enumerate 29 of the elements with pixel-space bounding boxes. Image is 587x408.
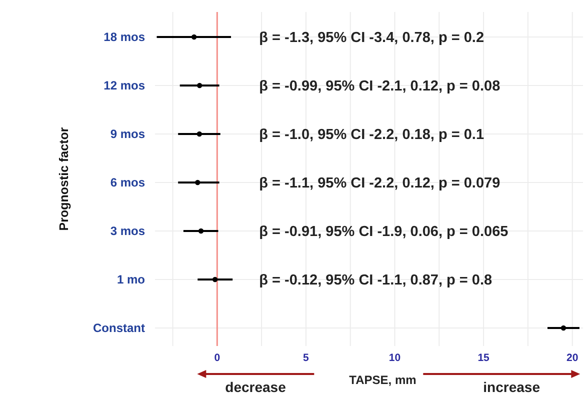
x-tick-label: 0	[214, 352, 220, 364]
y-tick-label: 9 mos	[110, 127, 146, 141]
y-tick-label: 6 mos	[110, 176, 146, 190]
y-axis-title: Prognostic factor	[57, 127, 71, 231]
y-tick-label: 1 mo	[116, 272, 145, 286]
annotation: β = -1.3, 95% CI -3.4, 0.78, p = 0.2	[259, 30, 484, 46]
x-tick-label: 15	[478, 352, 490, 364]
point	[212, 276, 218, 282]
point	[196, 131, 202, 137]
x-tick-label: 10	[388, 352, 401, 364]
x-tick-label: 5	[303, 352, 310, 364]
x-tick-label: 20	[566, 352, 578, 364]
annotation: β = -0.12, 95% CI -1.1, 0.87, p = 0.8	[259, 272, 492, 288]
y-tick-label: 18 mos	[104, 30, 146, 44]
point	[560, 325, 566, 331]
x-axis-title: TAPSE, mm	[349, 373, 416, 387]
annotation: β = -0.99, 95% CI -2.1, 0.12, p = 0.08	[259, 78, 500, 94]
annotation: β = -1.0, 95% CI -2.2, 0.18, p = 0.1	[259, 127, 484, 143]
point	[191, 34, 197, 40]
y-tick-label: 12 mos	[104, 78, 146, 92]
text: decrease	[225, 379, 286, 395]
y-tick-label: 3 mos	[110, 224, 146, 238]
point	[198, 228, 204, 234]
text: increase	[483, 379, 540, 395]
point	[195, 180, 200, 186]
point	[196, 82, 202, 88]
annotation: β = -1.1, 95% CI -2.2, 0.12, p = 0.079	[259, 176, 500, 192]
annotation: β = -0.91, 95% CI -1.9, 0.06, p = 0.065	[259, 224, 508, 240]
y-tick-label: Constant	[93, 321, 145, 335]
